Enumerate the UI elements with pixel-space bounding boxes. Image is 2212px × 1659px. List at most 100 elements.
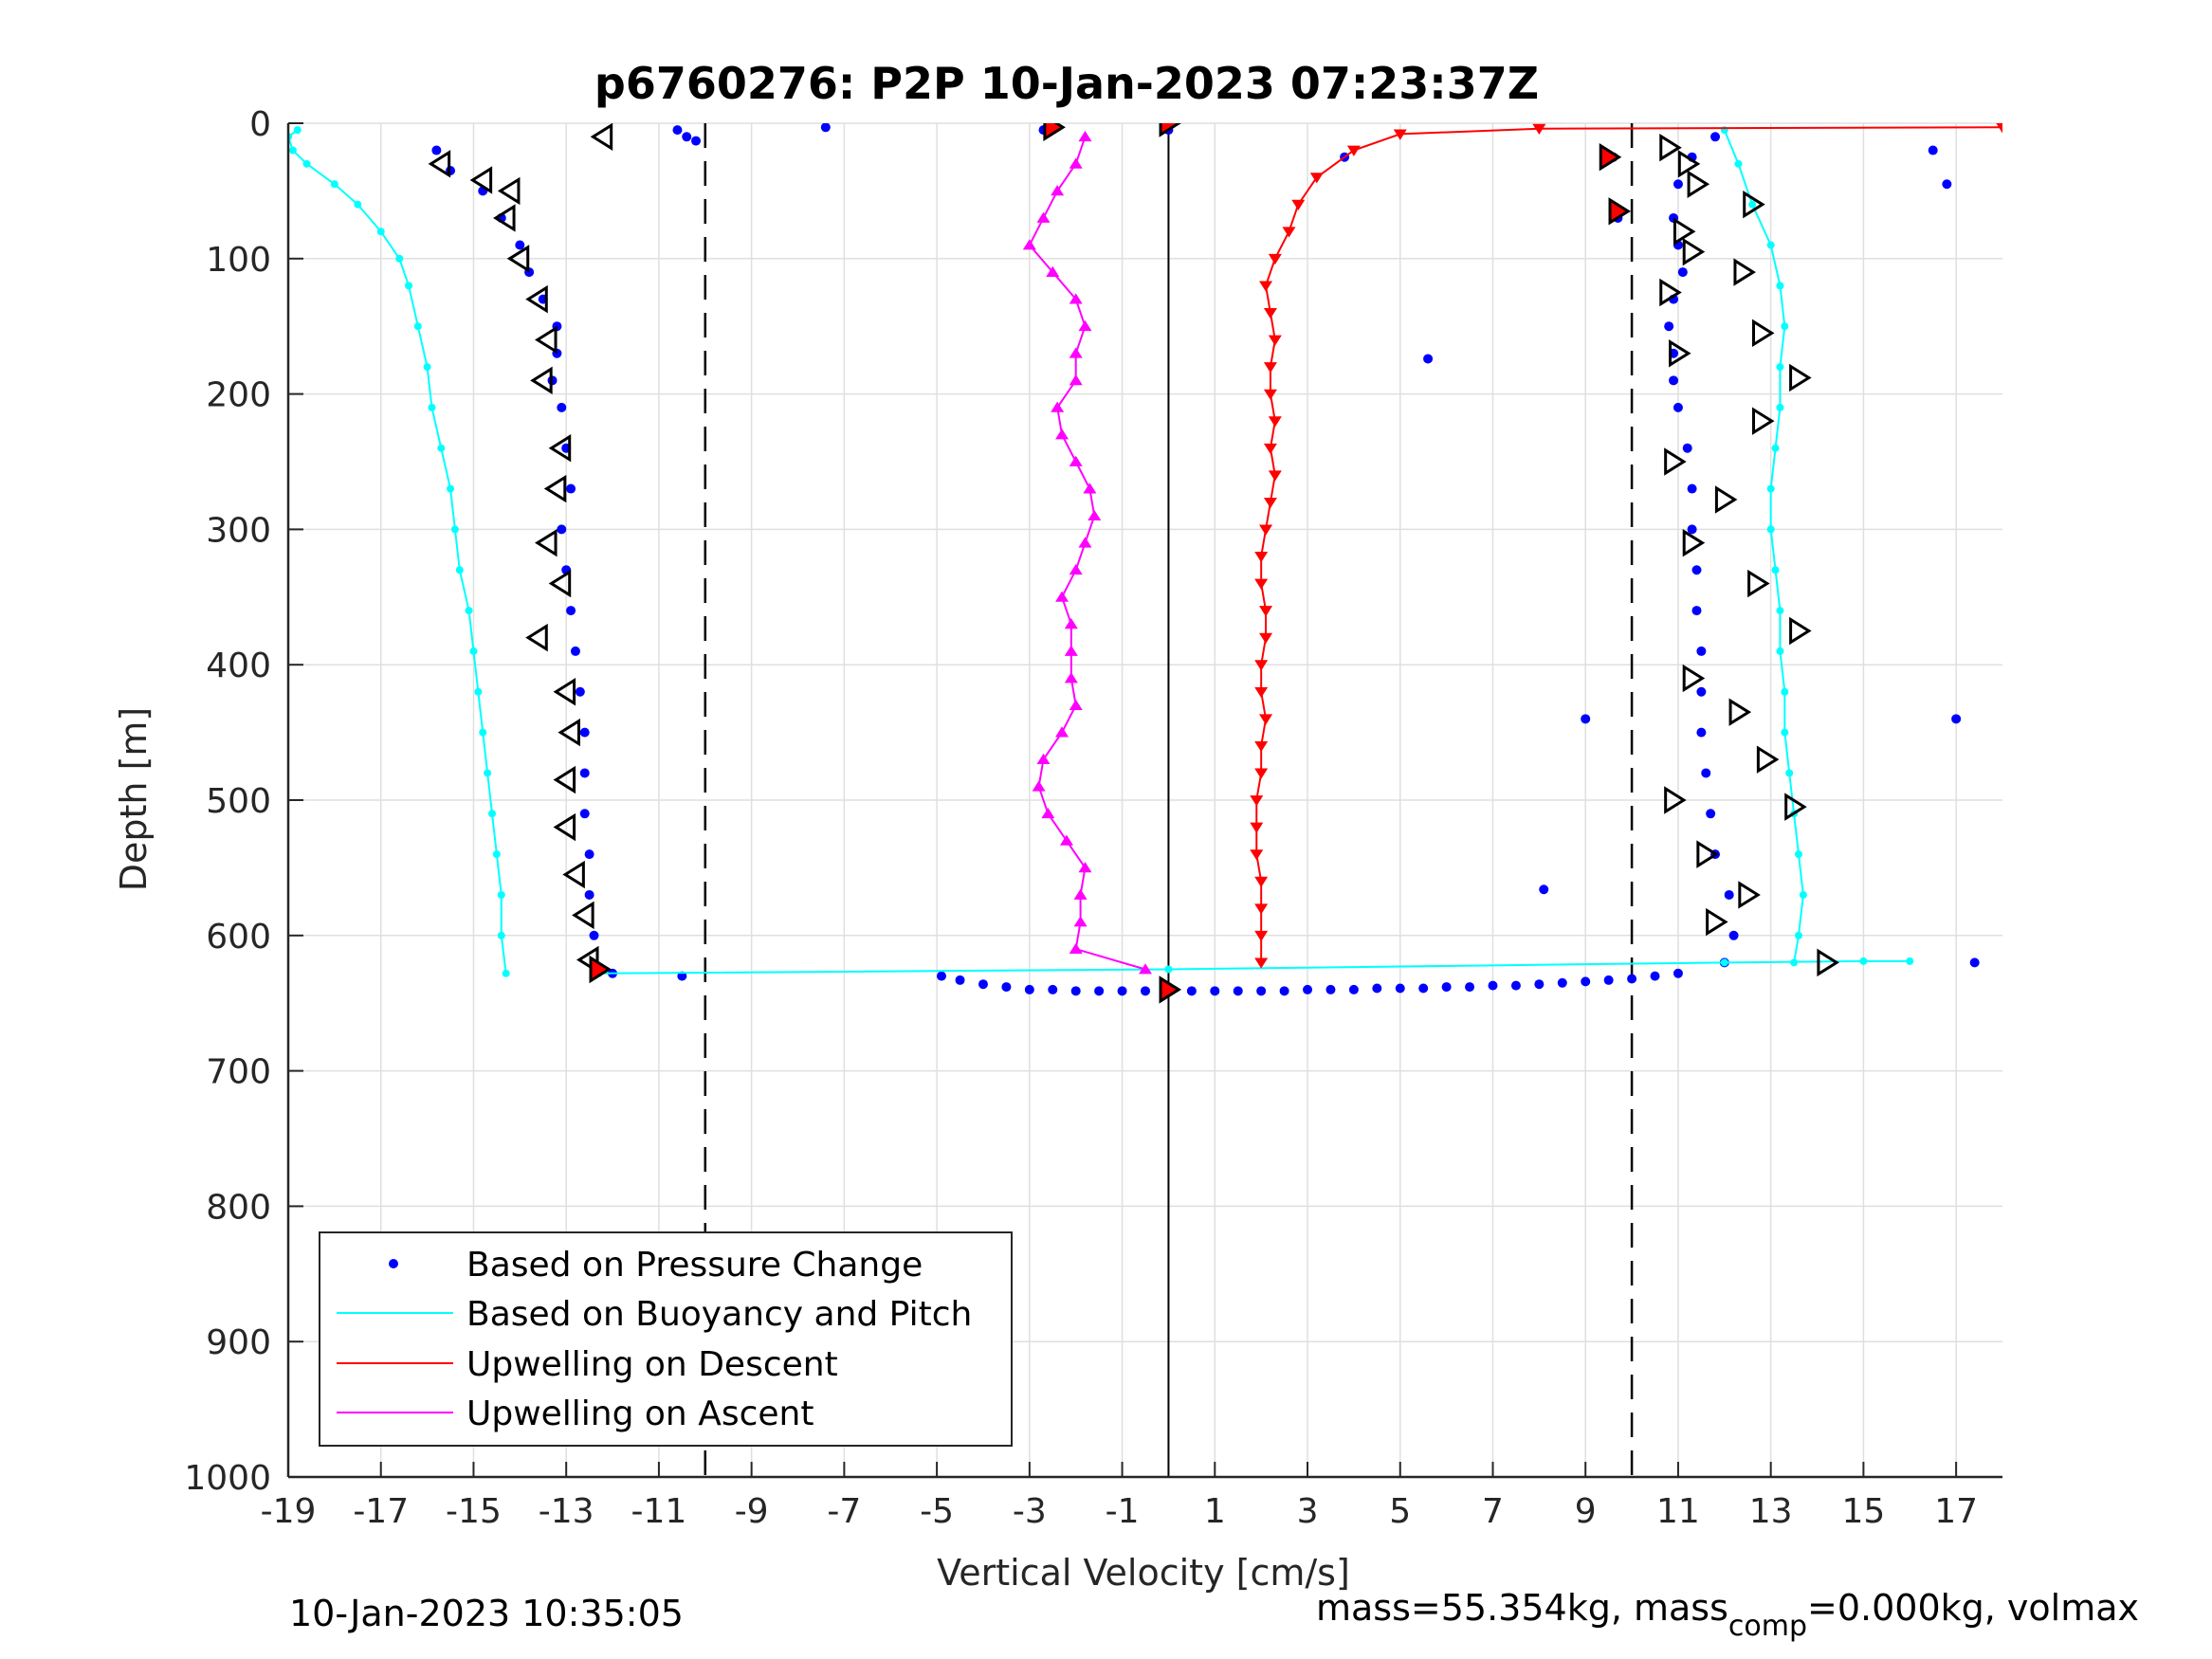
data-point [1036, 211, 1051, 223]
data-point [469, 647, 478, 655]
legend: Based on Pressure Change Based on Buoyan… [319, 1231, 1013, 1447]
marker [1682, 664, 1706, 693]
data-point [1539, 884, 1549, 895]
x-tick-label: 11 [1656, 1492, 1700, 1531]
data-point [437, 444, 446, 452]
data-point [502, 969, 510, 977]
marker [1752, 407, 1775, 435]
data-point [1250, 849, 1264, 861]
data-point [1776, 403, 1784, 411]
data-point [1706, 809, 1716, 819]
data-point [1776, 647, 1784, 655]
y-tick-label: 100 [206, 241, 271, 280]
data-point [1650, 971, 1660, 981]
data-point [584, 849, 594, 860]
data-point [1051, 401, 1065, 412]
marker [1817, 948, 1839, 977]
y-axis-ticks: 0 100 200 300 400 500 600 700 800 900 1000 [184, 105, 303, 1498]
data-point [1250, 822, 1264, 833]
data-point [376, 228, 385, 236]
data-point [1771, 566, 1780, 574]
marker [1608, 197, 1632, 226]
data-point [1001, 982, 1012, 993]
data-point [1046, 265, 1060, 277]
marker [1669, 339, 1691, 368]
data-point [474, 687, 483, 696]
series-line [1723, 129, 1804, 963]
marker [1706, 907, 1728, 937]
data-point [1603, 975, 1614, 985]
x-tick-label: 1 [1204, 1492, 1226, 1531]
data-point [1325, 984, 1336, 994]
y-tick-label: 200 [206, 376, 271, 415]
data-point [566, 483, 576, 494]
data-point [1186, 986, 1197, 996]
data-point [1423, 354, 1434, 364]
data-point [1691, 606, 1702, 616]
x-tick-label: -11 [631, 1492, 687, 1531]
y-tick-label: 600 [206, 918, 271, 957]
marker [1733, 258, 1756, 286]
legend-label-ascent: Upwelling on Ascent [466, 1395, 814, 1433]
marker [1673, 217, 1696, 246]
marker [1664, 786, 1687, 814]
data-point [1069, 942, 1083, 954]
marker [1159, 975, 1182, 1004]
marker [530, 366, 553, 395]
marker [1728, 698, 1752, 726]
marker [1738, 881, 1761, 909]
x-tick-label: -19 [261, 1492, 317, 1531]
marker [1714, 485, 1738, 514]
data-point [1094, 986, 1105, 996]
data-point [1291, 199, 1306, 210]
x-tick-label: -15 [446, 1492, 502, 1531]
data-point [1728, 930, 1739, 940]
marker [572, 901, 594, 930]
data-point [1673, 968, 1683, 978]
marker [1682, 237, 1706, 266]
marker [428, 150, 451, 178]
data-point [1776, 363, 1784, 372]
series-5 [589, 123, 1632, 1004]
y-tick-label: 300 [206, 511, 271, 550]
marker [589, 955, 612, 984]
marker [562, 860, 585, 889]
data-point [1268, 253, 1282, 265]
marker [1696, 840, 1719, 868]
series-line [288, 129, 507, 974]
data-point [395, 254, 404, 263]
data-point [1078, 130, 1092, 142]
x-tick-label: -3 [1013, 1492, 1047, 1531]
legend-label-descent: Upwelling on Descent [466, 1345, 838, 1384]
data-point [1088, 509, 1102, 521]
data-point [1928, 145, 1938, 155]
marker [1743, 190, 1765, 219]
footer-mass-suffix: =0.000kg, volmax [1807, 1587, 2139, 1629]
data-point [579, 809, 590, 819]
marker [548, 569, 572, 598]
data-point [1117, 986, 1127, 996]
data-point [1073, 916, 1088, 927]
data-point [682, 132, 692, 142]
data-point [1581, 976, 1591, 987]
data-point [1346, 145, 1361, 156]
data-point [1282, 227, 1296, 238]
data-point [1682, 443, 1692, 453]
data-point [1687, 524, 1697, 535]
data-point [1254, 930, 1269, 942]
data-point [1303, 984, 1313, 994]
reference-lines [704, 123, 1634, 1477]
data-point [1766, 241, 1775, 249]
data-point [575, 686, 585, 697]
data-point [1677, 267, 1688, 278]
data-point [691, 136, 702, 146]
data-point [1254, 903, 1269, 915]
data-point [1581, 714, 1591, 724]
data-point [1254, 876, 1269, 887]
data-point [1534, 979, 1545, 990]
data-point [1069, 563, 1083, 575]
data-point [1776, 282, 1784, 290]
data-point [1078, 862, 1092, 873]
marker [1784, 793, 1807, 821]
